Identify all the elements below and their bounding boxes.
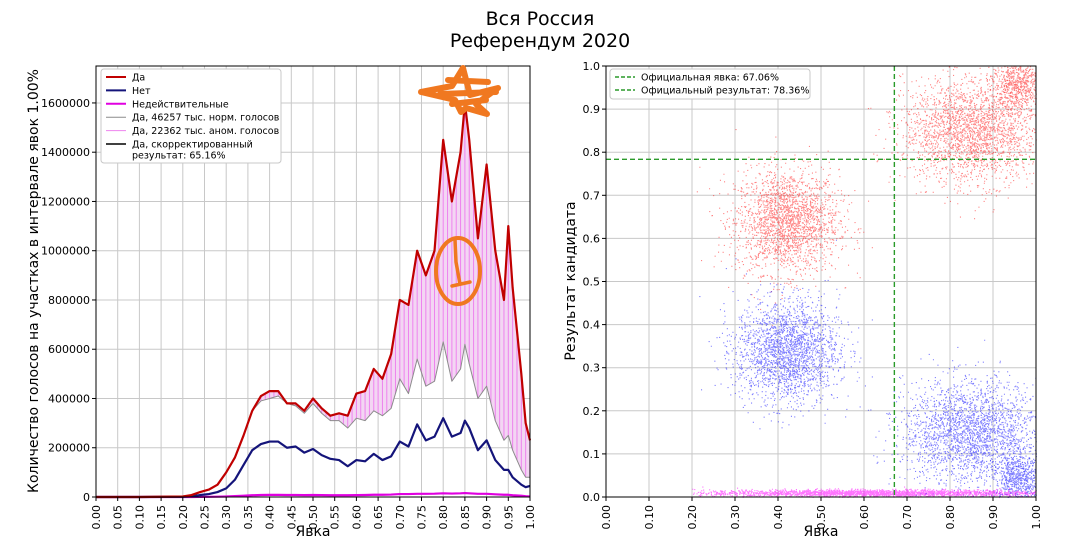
histogram-chart: 0.00 0.05 0.10 0.15 0.20 0.25 0.30 0.35 0.40 0.45… [26,65,537,540]
scatter-x-tick-label: 0.60 [858,505,871,530]
legend-label-corrected-line2: результат: 65.16% [132,150,226,161]
histogram-legend-box [100,68,282,164]
scatter-x-axis-label: Явка [803,524,838,540]
histogram-x-tick-label: 0.80 [437,505,450,530]
scatter-point-group-no [699,239,873,430]
scatter-point-group-yes [978,66,1037,123]
chart-title: Вся Россия [485,8,595,30]
histogram-y-tick-label: 600000 [48,343,90,356]
histogram-x-tick-label: 0.10 [133,505,146,530]
histogram-x-tick-label: 0.70 [394,505,407,530]
scatter-y-tick-label: 0.3 [583,362,601,375]
scatter-y-tick-label: 0.9 [583,103,601,116]
histogram-x-tick-label: 0.20 [177,505,190,530]
scatter-y-tick-label: 0.2 [583,405,601,418]
scatter-point-group-invalid [692,486,1037,499]
histogram-x-tick-label: 0.65 [372,505,385,530]
histogram-x-tick-label: 1.00 [524,505,537,530]
legend-label-no: Нет [132,86,151,97]
scatter-x-tick-label: 1.00 [1030,505,1043,530]
scatter-y-tick-label: 0.7 [583,189,601,202]
scatter-x-tick-label: 0.20 [686,505,699,530]
scatter-y-tick-label: 1.0 [583,60,601,73]
histogram-x-tick-label: 0.50 [307,505,320,530]
scatter-y-tick-label: 0.1 [583,448,601,461]
scatter-legend-label: Официальный результат: 78.36% [641,86,809,97]
scatter-y-axis-label: Результат кандидата [563,201,579,360]
histogram-legend: Да Нет Недействительные Да, 46257 тыс. норм… [100,68,282,164]
series-line-yes [96,101,532,499]
scatter-chart: 0.00 0.10 0.20 0.30 0.40 0.50 0.60 0.70 0.80 0.90… [563,60,1043,540]
scatter-x-tick-label: 0.10 [643,505,656,530]
scatter-point-group-yes [867,66,1037,220]
histogram-x-tick-label: 0.15 [155,505,168,530]
legend-label-anom: Да, 22362 тыс. аном. голосов [132,126,280,137]
histogram-y-tick-label: 1600000 [41,97,90,110]
histogram-y-tick-label: 1200000 [41,195,90,208]
histogram-x-tick-label: 0.35 [242,505,255,530]
scatter-x-tick-label: 0.50 [815,505,828,530]
scatter-x-tick-label: 0.70 [901,505,914,530]
series-line-no [96,417,531,499]
scatter-x-tick-label: 0.90 [987,505,1000,530]
legend-label-invalid: Недействительные [132,99,229,110]
legend-label-corrected: Да, скорректированный [132,140,253,151]
legend-label-yes: Да [132,73,145,84]
histogram-x-tick-label: 0.90 [481,505,494,530]
scatter-y-tick-label: 0.8 [583,146,601,159]
scatter-x-tick-label: 0.00 [600,505,613,530]
histogram-y-tick-label: 200000 [48,442,90,455]
histogram-x-tick-label: 0.05 [112,505,125,530]
histogram-x-tick-label: 0.30 [220,505,233,530]
scatter-y-tick-label: 0.5 [583,276,601,289]
chart-subtitle: Референдум 2020 [449,30,631,52]
scatter-points-yes [696,66,1037,327]
hand-drawn-annotations [418,65,501,306]
histogram-x-tick-label: 0.55 [329,505,342,530]
histogram-x-tick-label: 0.95 [502,505,515,530]
scatter-x-tick-label: 0.40 [772,505,785,530]
scatter-point-group-no [978,437,1037,498]
scatter-legend-box [609,68,811,100]
scatter-x-tick-label: 0.30 [729,505,742,530]
scatter-points-invalid [692,486,1037,499]
histogram-y-tick-label: 800000 [48,294,90,307]
scatter-point-group-no [867,339,1037,497]
histogram-x-tick-label: 0.45 [285,505,298,530]
scatter-y-tick-label: 0.6 [583,232,601,245]
scatter-y-tick-label: 0.4 [583,319,601,332]
histogram-y-tick-label: 1400000 [41,146,90,159]
histogram-x-tick-label: 0.00 [90,505,103,530]
scatter-y-tick-label: 0.0 [583,491,601,504]
scatter-points-no [699,239,1037,498]
histogram-x-axis-label: Явка [295,524,330,540]
series-line-invalid [96,491,531,499]
annotation-circle [434,236,482,306]
histogram-y-tick-label: 0 [83,491,90,504]
annotation-star-scribble [418,65,501,117]
histogram-y-tick-label: 400000 [48,392,90,405]
scatter-legend-label: Официальная явка: 67.06% [641,73,779,84]
scatter-legend: Официальная явка: 67.06% Официальный резу… [609,68,811,100]
histogram-x-tick-label: 0.60 [350,505,363,530]
histogram-y-tick-label: 1000000 [41,245,90,258]
histogram-x-tick-label: 0.85 [459,505,472,530]
histogram-x-tick-label: 0.25 [199,505,212,530]
annotation-mark [450,238,472,288]
histogram-x-tick-label: 0.75 [416,505,429,530]
scatter-x-tick-label: 0.80 [944,505,957,530]
histogram-y-axis-label: Количество голосов на участках в интерва… [26,69,42,493]
legend-label-norm: Да, 46257 тыс. норм. голосов [132,113,280,124]
histogram-x-tick-label: 0.40 [264,505,277,530]
